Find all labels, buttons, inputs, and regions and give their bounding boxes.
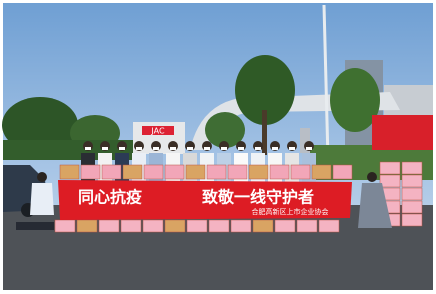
box <box>165 220 185 232</box>
box <box>380 175 400 187</box>
box <box>60 165 79 179</box>
box <box>402 201 422 213</box>
person-mask <box>119 147 125 150</box>
box <box>121 220 141 232</box>
box <box>209 220 229 232</box>
box <box>228 165 247 179</box>
person-mask <box>204 147 210 150</box>
red-stack <box>372 115 433 150</box>
person-mask <box>238 147 244 150</box>
box <box>231 220 251 232</box>
box <box>187 220 207 232</box>
box <box>186 165 205 179</box>
person-mask <box>289 147 295 150</box>
person-mask <box>255 147 261 150</box>
box <box>207 165 226 179</box>
box <box>123 165 142 179</box>
person-mask <box>102 147 108 150</box>
box <box>380 162 400 174</box>
box <box>102 165 121 179</box>
box <box>270 165 289 179</box>
banner: 同心抗疫 致敬一线守护者 合肥高新区上市企业协会 <box>58 180 352 220</box>
box <box>144 165 163 179</box>
person-mask <box>136 147 142 150</box>
box <box>312 165 331 179</box>
person-mask <box>85 147 91 150</box>
person-mask <box>272 147 278 150</box>
organization: 合肥高新区上市企业协会 <box>252 207 329 216</box>
person-mask <box>153 147 159 150</box>
box <box>249 165 268 179</box>
box <box>402 188 422 200</box>
box <box>333 165 352 179</box>
box <box>81 165 100 179</box>
box <box>319 220 339 232</box>
person-mask <box>187 147 193 150</box>
person-mask <box>221 147 227 150</box>
box <box>55 220 75 232</box>
box <box>99 220 119 232</box>
page: JAC 同心抗疫 致敬一线守护者 合肥高新区上市企业协会 (() => { co… <box>0 0 436 294</box>
box <box>291 165 310 179</box>
box <box>402 162 422 174</box>
box <box>253 220 273 232</box>
photo: JAC 同心抗疫 致敬一线守护者 合肥高新区上市企业协会 <box>0 0 436 294</box>
box <box>402 175 422 187</box>
box <box>143 220 163 232</box>
box <box>165 165 184 179</box>
box <box>297 220 317 232</box>
person-mask <box>170 147 176 150</box>
slogan-left: 同心抗疫 <box>78 188 142 207</box>
box <box>77 220 97 232</box>
box <box>402 214 422 226</box>
truck-sign: JAC <box>150 127 165 136</box>
slogan-right: 致敬一线守护者 <box>202 188 314 207</box>
person-mask <box>306 147 312 150</box>
box <box>275 220 295 232</box>
